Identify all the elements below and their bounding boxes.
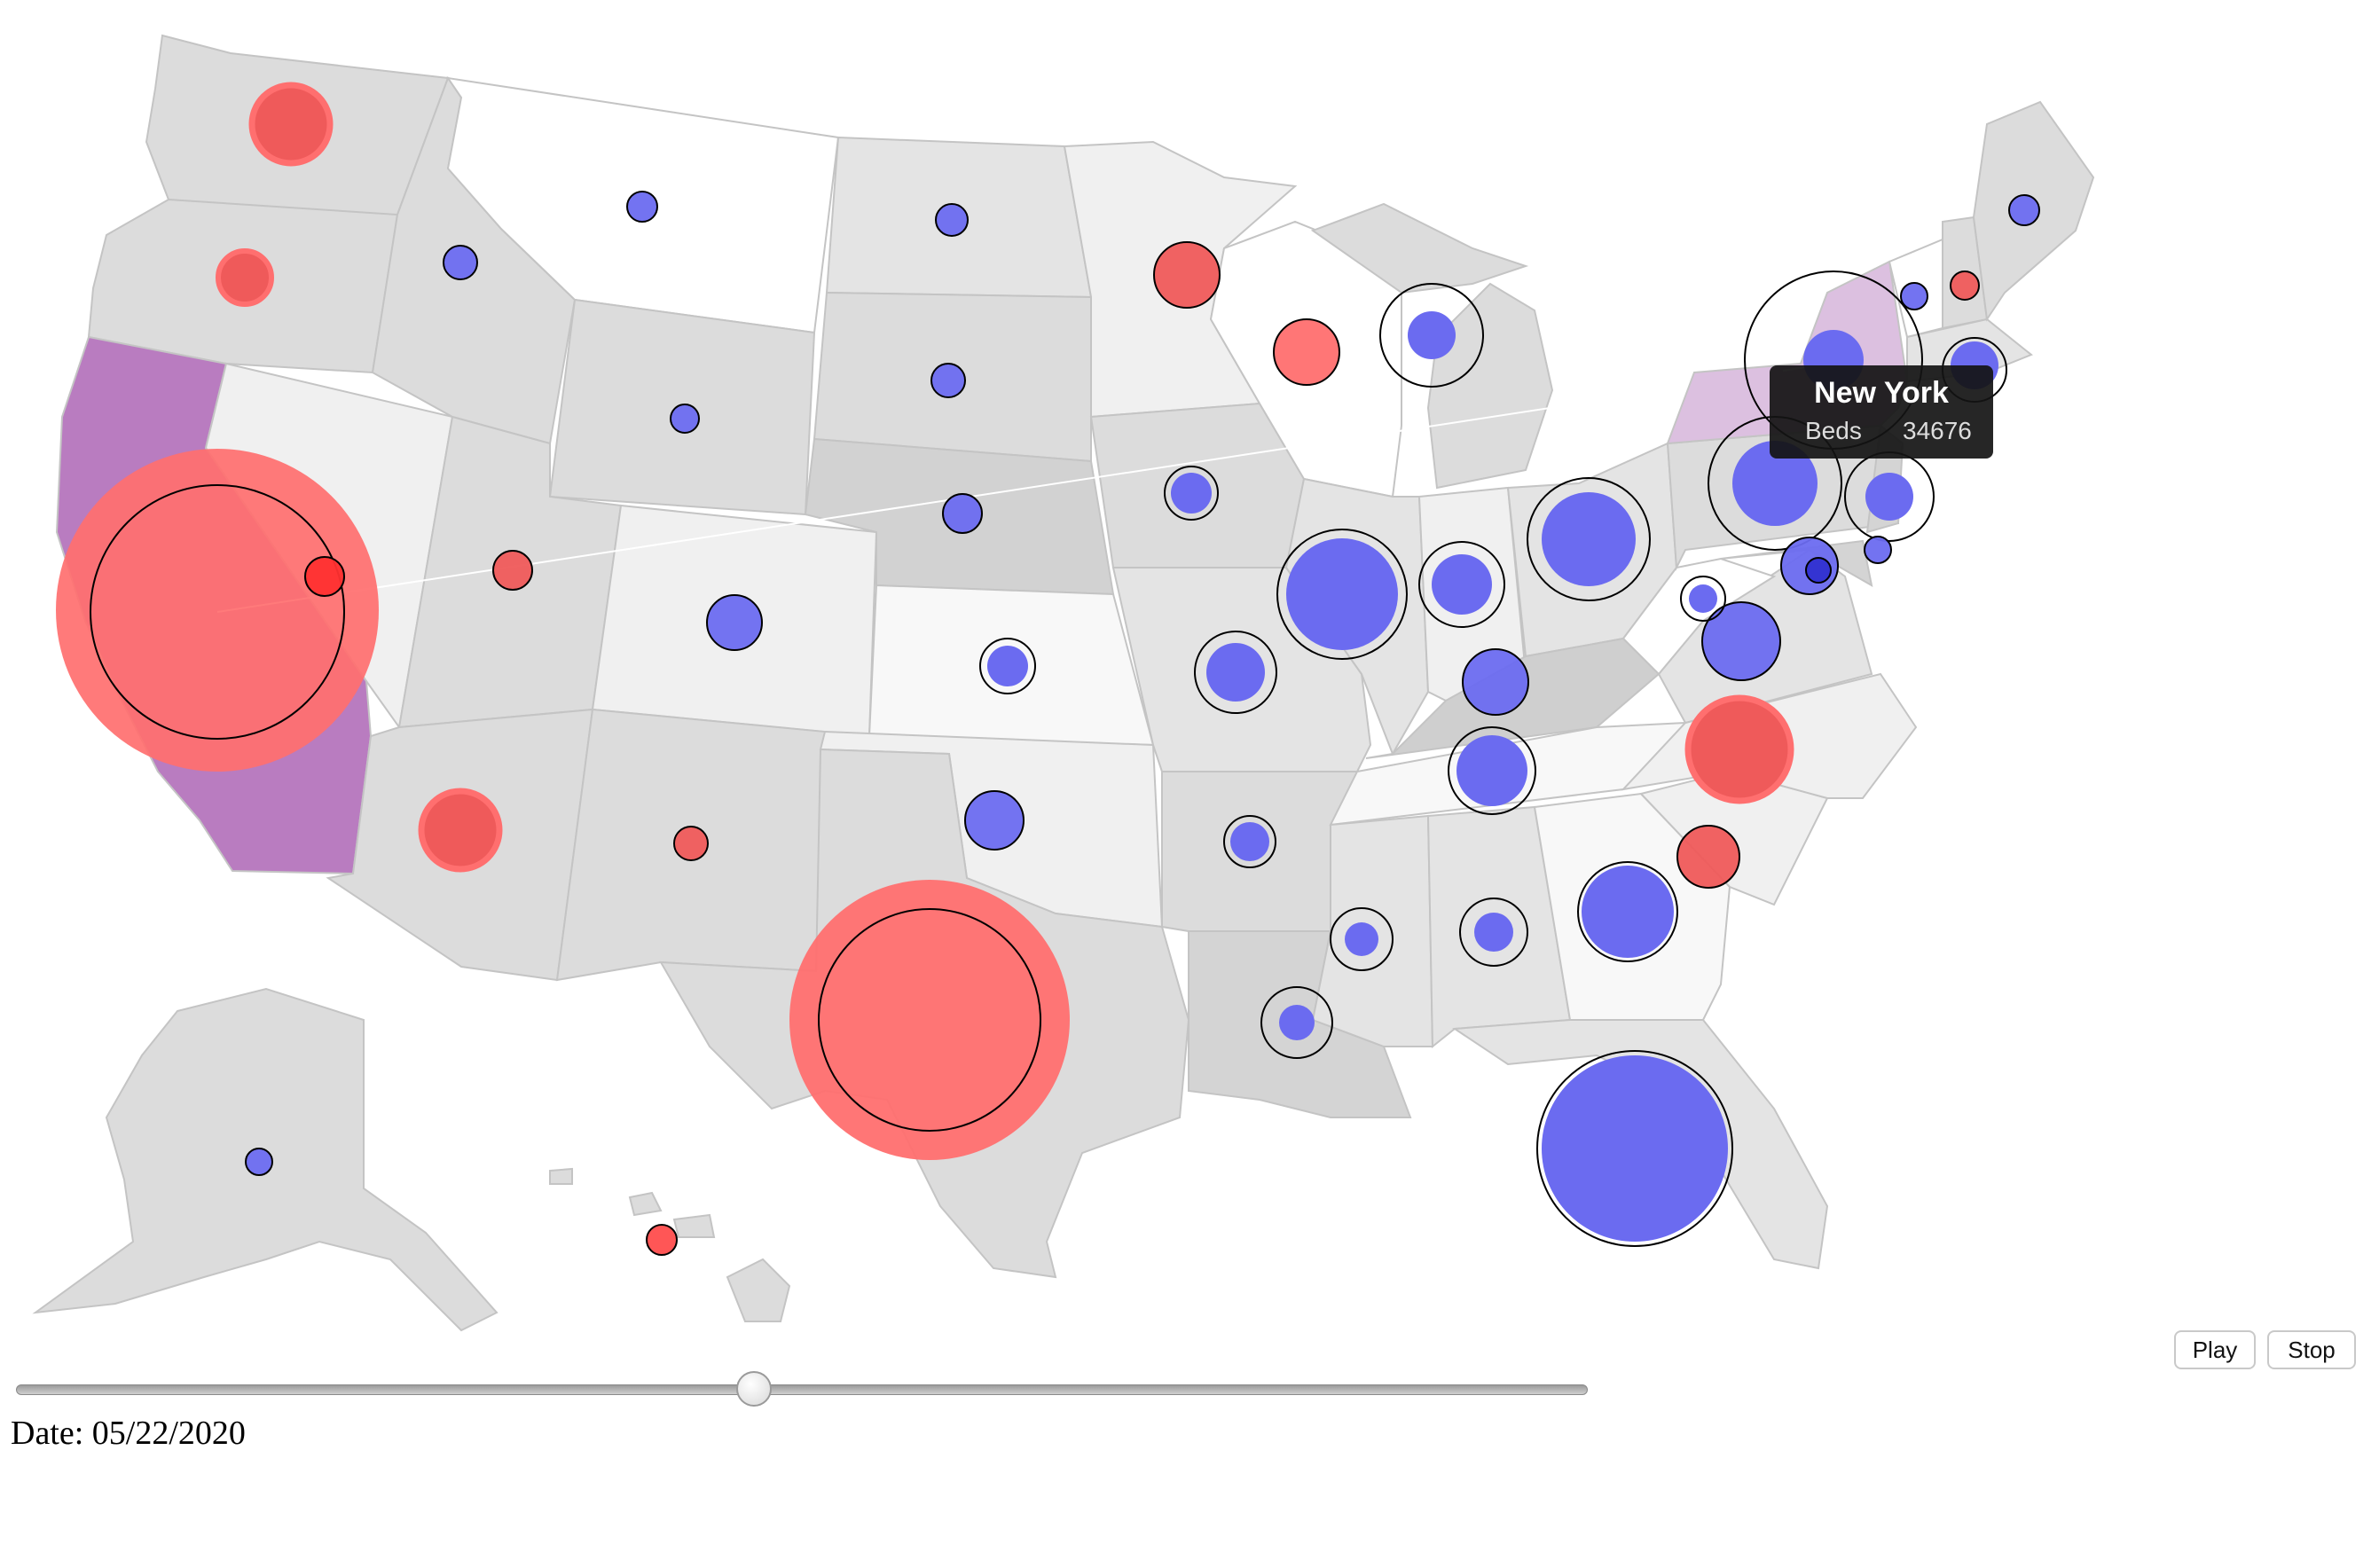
bubble-new-hampshire[interactable]: [1950, 270, 1980, 301]
bubble-georgia[interactable]: [1582, 866, 1674, 958]
bubble-illinois-ring: [1276, 529, 1408, 660]
bubble-south-dakota[interactable]: [930, 363, 966, 398]
bubble-west-virginia-ring: [1680, 576, 1726, 622]
bubble-washington[interactable]: [248, 82, 334, 167]
bubble-louisiana-ring: [1260, 986, 1333, 1059]
bubble-idaho[interactable]: [443, 245, 478, 280]
bubble-west-virginia[interactable]: [1689, 584, 1717, 613]
bubble-oklahoma[interactable]: [964, 790, 1025, 851]
bubble-indiana[interactable]: [1432, 554, 1492, 615]
bubble-texas-inner[interactable]: [818, 908, 1041, 1132]
bubble-mississippi-ring: [1330, 907, 1394, 971]
bubble-utah[interactable]: [492, 550, 533, 591]
tooltip-state-name: New York: [1814, 376, 1949, 410]
bubble-iowa[interactable]: [1171, 473, 1212, 514]
stop-button[interactable]: Stop: [2267, 1330, 2356, 1369]
bubble-indiana-ring: [1418, 541, 1505, 628]
bubble-california-outer[interactable]: [56, 449, 379, 772]
date-slider-thumb[interactable]: [736, 1371, 772, 1407]
bubble-florida[interactable]: [1542, 1055, 1728, 1242]
bubble-louisiana[interactable]: [1279, 1005, 1315, 1040]
bubble-oregon[interactable]: [216, 248, 274, 307]
bubble-florida-ring: [1536, 1050, 1733, 1247]
bubble-iowa-ring: [1164, 466, 1219, 521]
tooltip-metric-value: 34676: [1903, 417, 1972, 444]
bubble-texas-outer[interactable]: [789, 880, 1070, 1160]
bubble-arkansas-ring: [1223, 815, 1276, 868]
bubble-colorado[interactable]: [706, 594, 763, 651]
bubble-virginia[interactable]: [1701, 601, 1781, 681]
bubble-maine[interactable]: [2008, 194, 2040, 226]
play-button[interactable]: Play: [2174, 1330, 2256, 1369]
bubble-alabama[interactable]: [1474, 913, 1513, 952]
guide-line: [216, 403, 1580, 613]
bubble-south-carolina[interactable]: [1676, 825, 1740, 889]
bubble-nebraska[interactable]: [942, 493, 983, 534]
bubble-georgia-ring: [1577, 861, 1678, 962]
bubble-ohio-ring: [1527, 477, 1651, 601]
state-michigan[interactable]: [1426, 282, 1554, 490]
bubble-michigan-ring: [1379, 283, 1484, 388]
bubble-new-mexico[interactable]: [673, 826, 709, 861]
state-florida[interactable]: [1452, 1019, 1829, 1270]
bubble-ohio[interactable]: [1542, 492, 1636, 586]
date-value: 05/22/2020: [91, 1415, 246, 1452]
bubble-california-inner[interactable]: [90, 484, 345, 740]
bubble-tennessee-ring: [1448, 726, 1536, 815]
bubble-hawaii[interactable]: [646, 1224, 678, 1256]
bubble-pennsylvania[interactable]: [1732, 441, 1818, 526]
bubble-alabama-ring: [1459, 898, 1528, 967]
bubble-wyoming[interactable]: [670, 404, 700, 434]
state-hawaii[interactable]: [726, 1258, 791, 1322]
bubble-tennessee[interactable]: [1456, 735, 1527, 806]
date-label: Date:: [11, 1415, 84, 1452]
bubble-north-dakota[interactable]: [935, 203, 969, 237]
bubble-minnesota[interactable]: [1153, 241, 1221, 309]
bubble-wisconsin[interactable]: [1273, 318, 1340, 386]
bubble-missouri[interactable]: [1206, 643, 1265, 702]
state-tooltip: New York Beds 34676: [1770, 365, 1993, 459]
bubble-alaska[interactable]: [245, 1148, 273, 1176]
bubble-delaware[interactable]: [1864, 536, 1892, 564]
state-hawaii-islands: [549, 1167, 716, 1238]
bubble-arkansas[interactable]: [1230, 822, 1269, 861]
date-display: Date: 05/22/2020: [11, 1414, 246, 1453]
bubble-mississippi[interactable]: [1345, 922, 1378, 956]
bubble-new-jersey[interactable]: [1865, 473, 1913, 521]
bubble-kansas[interactable]: [987, 646, 1028, 686]
tooltip-metric-label: Beds: [1805, 417, 1862, 444]
bubble-arizona[interactable]: [418, 788, 503, 873]
bubble-michigan[interactable]: [1408, 311, 1456, 359]
bubble-vermont[interactable]: [1900, 282, 1928, 310]
bubble-montana[interactable]: [626, 191, 658, 223]
bubble-missouri-ring: [1194, 631, 1277, 714]
bubble-nevada[interactable]: [304, 556, 345, 597]
bubble-maryland-inner: [1805, 557, 1832, 584]
bubble-illinois[interactable]: [1286, 538, 1398, 650]
date-slider-track[interactable]: [16, 1384, 1588, 1395]
bubble-kentucky[interactable]: [1462, 648, 1529, 716]
bubble-north-carolina[interactable]: [1684, 694, 1794, 804]
bubble-kansas-ring: [979, 638, 1036, 694]
